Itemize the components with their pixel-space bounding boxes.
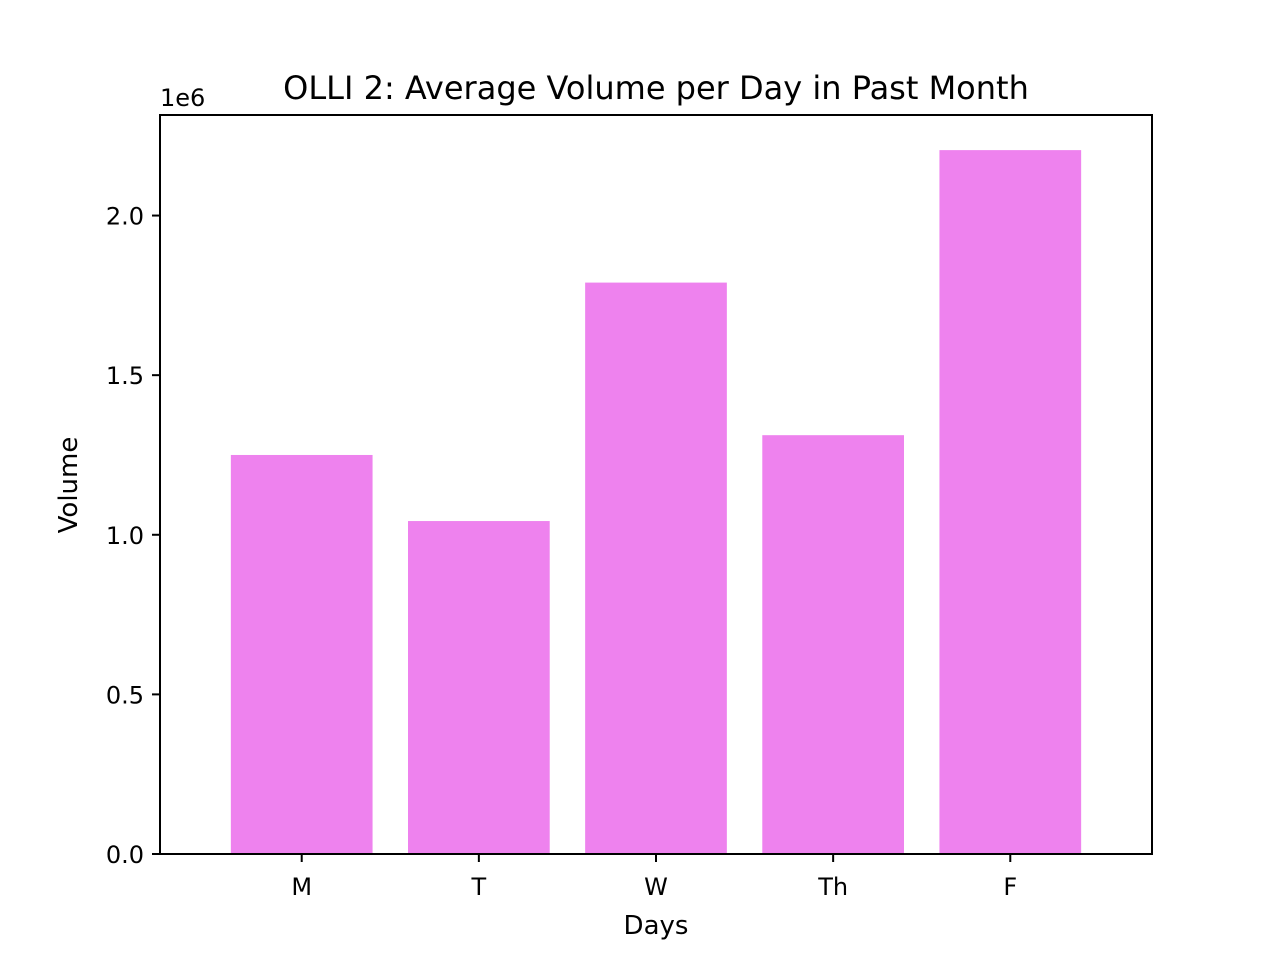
y-axis-offset-label: 1e6 — [160, 84, 205, 112]
x-tick-label: W — [644, 873, 668, 901]
bar-f — [939, 150, 1082, 854]
y-axis-label: Volume — [54, 437, 84, 534]
y-tick-label: 0.0 — [106, 841, 144, 869]
x-tick-label: M — [291, 873, 312, 901]
y-ticks-group: 0.0 0.5 1.0 1.5 2.0 — [106, 203, 160, 869]
x-axis-label: Days — [624, 911, 689, 941]
y-tick-label: 2.0 — [106, 203, 144, 231]
bar-w — [585, 282, 727, 854]
y-tick-label: 1.0 — [106, 522, 144, 550]
x-ticks-group: M T W Th F — [291, 854, 1017, 901]
x-tick-label: Th — [817, 873, 848, 901]
x-tick-label: F — [1003, 873, 1017, 901]
y-tick-label: 0.5 — [106, 681, 144, 709]
bar-t — [408, 521, 550, 854]
chart-title: OLLI 2: Average Volume per Day in Past M… — [283, 69, 1029, 107]
x-tick-label: T — [471, 873, 487, 901]
bar-m — [230, 454, 373, 854]
bar-th — [762, 435, 904, 854]
bars-group — [230, 150, 1082, 854]
y-tick-label: 1.5 — [106, 362, 144, 390]
